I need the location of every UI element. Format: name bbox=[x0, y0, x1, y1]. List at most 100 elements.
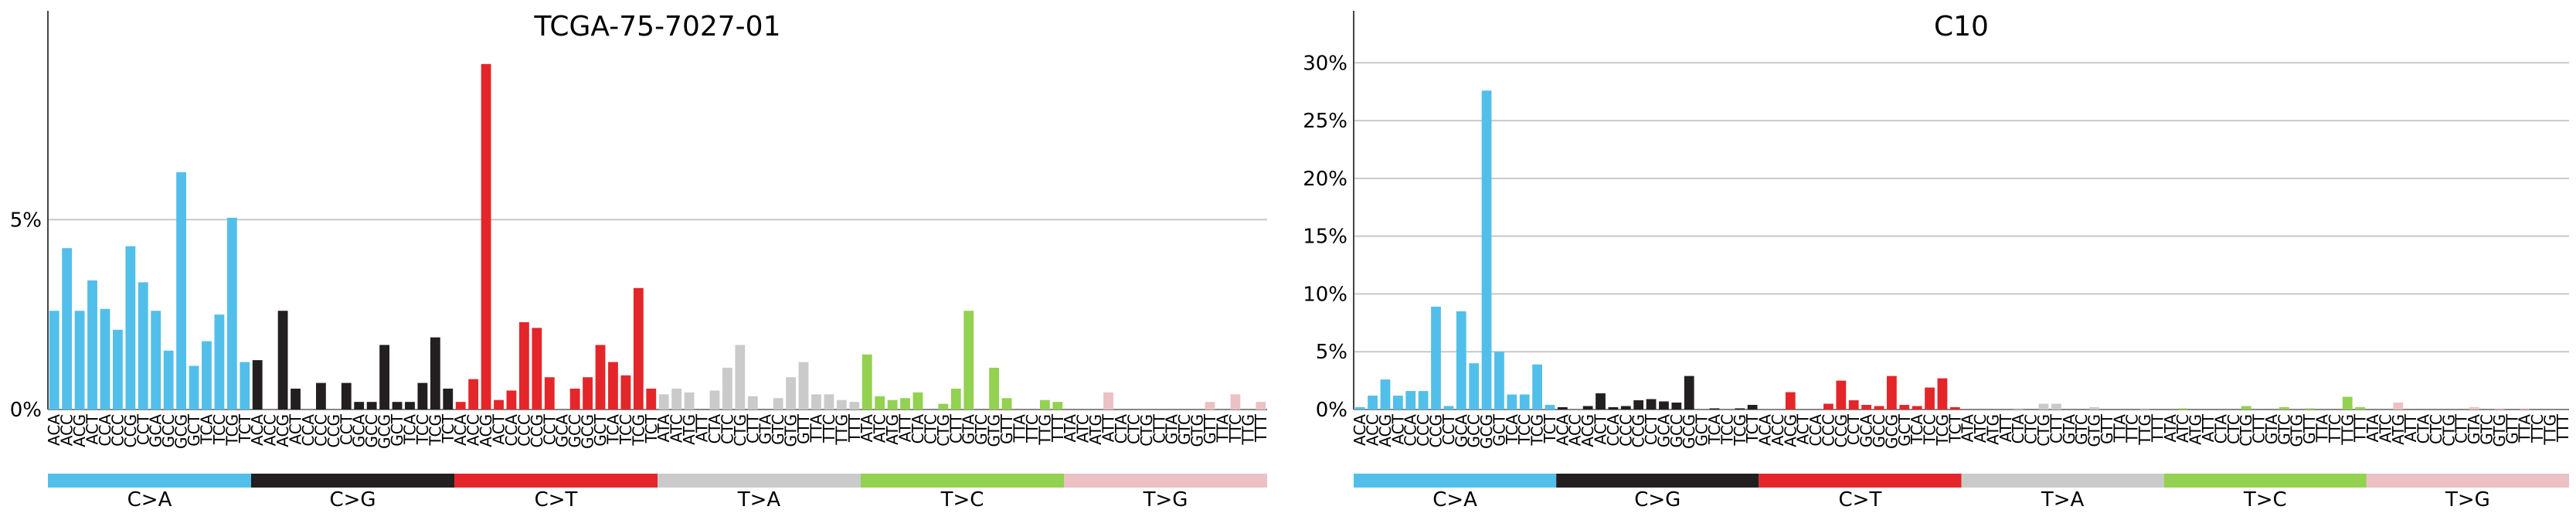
bar bbox=[125, 246, 136, 410]
x-tick-label: CTA bbox=[2009, 414, 2027, 444]
x-tick-label: TTA bbox=[1213, 414, 1232, 444]
bar bbox=[836, 399, 847, 410]
x-tick-label: ATA bbox=[1959, 414, 1977, 443]
group-band-T>C bbox=[861, 474, 1064, 488]
x-tick-label: ATT bbox=[2401, 413, 2420, 442]
y-tick-label: 5% bbox=[1316, 341, 1347, 364]
x-tick-label: ATG bbox=[2389, 414, 2408, 445]
bar bbox=[1431, 306, 1441, 410]
bar bbox=[2051, 403, 2061, 410]
x-tick-label: ACT bbox=[83, 413, 102, 444]
x-tick-label: GCG bbox=[172, 414, 191, 449]
group-label: C>A bbox=[127, 488, 172, 512]
x-tick-label: CCG bbox=[1427, 414, 1446, 447]
x-tick-label: TTA bbox=[2516, 414, 2534, 444]
x-tick-label: CCT bbox=[1439, 413, 1458, 445]
x-tick-label: GTC bbox=[2477, 414, 2496, 445]
y-tick-label: 25% bbox=[1303, 110, 1347, 133]
x-tick-label: CCC bbox=[1819, 414, 1837, 447]
x-tick-label: TCT bbox=[1743, 413, 1762, 444]
group-band-C>G bbox=[1556, 474, 1759, 488]
bar bbox=[417, 382, 428, 410]
x-tick-label: CTG bbox=[1137, 414, 1156, 447]
bar bbox=[1582, 406, 1593, 410]
x-tick-label: CTC bbox=[2224, 414, 2243, 444]
x-tick-label: TTT bbox=[1252, 413, 1270, 443]
group-label: T>A bbox=[737, 488, 781, 512]
bar bbox=[1368, 396, 1378, 410]
bar bbox=[138, 282, 148, 410]
bar bbox=[1103, 392, 1113, 410]
x-tick-label: TCG bbox=[629, 414, 647, 447]
x-tick-label: TCT bbox=[236, 413, 254, 444]
x-tick-label: GTG bbox=[2490, 414, 2509, 447]
y-tick-label: 0% bbox=[1316, 399, 1347, 422]
x-tick-label: CTA bbox=[2211, 414, 2230, 444]
x-tick-label: CCA bbox=[299, 414, 318, 447]
bar bbox=[583, 377, 593, 410]
x-tick-label: TCG bbox=[223, 414, 241, 447]
bar bbox=[1747, 405, 1758, 410]
x-tick-label: ATA bbox=[1061, 414, 1079, 443]
bar bbox=[1456, 311, 1466, 410]
group-band-C>T bbox=[1759, 474, 1962, 488]
bar bbox=[1735, 408, 1745, 410]
x-tick-label: GTT bbox=[2098, 413, 2116, 444]
x-tick-label: ACA bbox=[45, 414, 63, 446]
chart-title: C10 bbox=[1934, 11, 1989, 42]
bar bbox=[633, 287, 644, 410]
x-tick-label: ATG bbox=[883, 414, 902, 445]
x-tick-label: GTC bbox=[769, 414, 787, 445]
x-tick-label: ATC bbox=[668, 414, 686, 443]
bar bbox=[1557, 407, 1568, 410]
chart-panel-1: 0%5%TCGA-75-7027-01ACAACCACGACTCCACCCCCG… bbox=[10, 11, 1270, 512]
x-tick-label: TTT bbox=[2554, 413, 2572, 443]
bar bbox=[963, 311, 974, 410]
x-tick-label: TCT bbox=[439, 413, 457, 444]
bar bbox=[798, 362, 809, 410]
bar bbox=[1709, 408, 1720, 410]
x-tick-label: ATT bbox=[896, 413, 915, 442]
bar bbox=[608, 362, 618, 410]
x-tick-label: ATT bbox=[2199, 413, 2217, 442]
x-tick-label: GCC bbox=[159, 414, 178, 447]
bar bbox=[2177, 408, 2188, 410]
x-tick-label: TCT bbox=[1541, 413, 1559, 444]
x-tick-label: GTC bbox=[1175, 414, 1194, 445]
x-tick-label: ATT bbox=[693, 413, 712, 442]
bar bbox=[151, 311, 161, 410]
x-tick-label: GTG bbox=[1188, 414, 1207, 447]
x-tick-label: ACC bbox=[1769, 414, 1787, 446]
x-tick-label: TTA bbox=[2313, 414, 2331, 444]
x-tick-label: GCG bbox=[376, 414, 394, 449]
x-tick-label: GTG bbox=[2085, 414, 2104, 447]
group-band-C>A bbox=[1354, 474, 1557, 488]
bar bbox=[189, 365, 199, 410]
bar bbox=[1052, 402, 1063, 410]
x-tick-label: CTT bbox=[743, 413, 762, 444]
x-tick-label: CCA bbox=[1806, 414, 1825, 447]
bar bbox=[2038, 403, 2049, 410]
x-tick-label: GTG bbox=[2288, 414, 2306, 447]
bar bbox=[2013, 408, 2024, 410]
x-tick-label: CTC bbox=[2022, 414, 2041, 444]
x-tick-label: ACA bbox=[451, 414, 470, 446]
x-tick-label: CCC bbox=[1616, 414, 1635, 447]
x-tick-label: GCC bbox=[566, 414, 584, 447]
bar bbox=[392, 402, 403, 410]
group-label: C>T bbox=[1839, 488, 1882, 512]
x-tick-label: CTA bbox=[2415, 414, 2433, 444]
bar bbox=[1507, 394, 1517, 410]
bar bbox=[518, 321, 529, 410]
bar bbox=[1671, 403, 1682, 410]
x-tick-label: CCA bbox=[1604, 414, 1623, 447]
bar bbox=[1861, 405, 1871, 410]
x-tick-label: CCA bbox=[502, 414, 521, 447]
bar bbox=[900, 398, 910, 410]
x-tick-label: ATG bbox=[2187, 414, 2205, 445]
x-tick-label: ATC bbox=[2376, 414, 2394, 443]
bar bbox=[786, 377, 797, 410]
x-tick-label: ATA bbox=[2161, 414, 2180, 443]
group-label: C>A bbox=[1432, 488, 1477, 512]
bar bbox=[1899, 405, 1910, 410]
